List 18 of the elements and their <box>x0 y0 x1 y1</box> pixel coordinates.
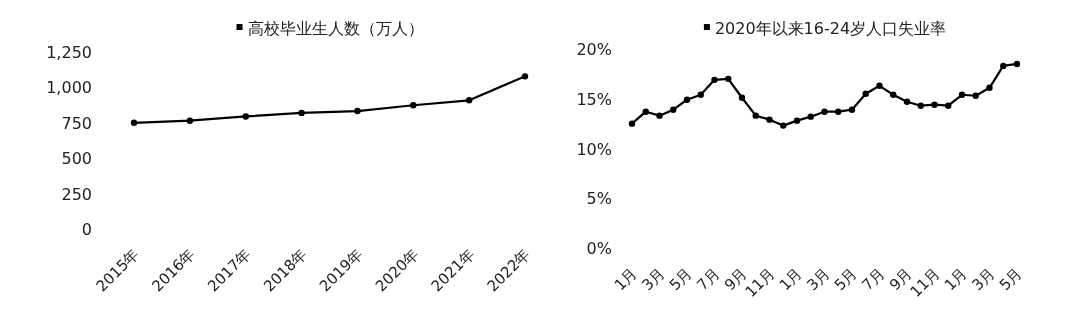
legend-label: 高校毕业生人数（万人） <box>247 19 424 38</box>
y-tick-label: 1,000 <box>46 78 92 98</box>
y-tick-label: 1,250 <box>46 43 92 62</box>
y-tick-label: 20% <box>576 40 612 59</box>
y-tick-label: 0% <box>586 239 612 258</box>
y-tick-label: 250 <box>61 184 92 204</box>
x-tick-label: 1月 <box>940 264 971 295</box>
x-tick-label: 1月 <box>610 264 641 295</box>
y-tick-label: 5% <box>586 189 612 209</box>
y-tick-label: 15% <box>576 89 612 109</box>
x-tick-label: 7月 <box>693 264 724 295</box>
x-tick-label: 1月 <box>775 264 806 295</box>
y-tick-label: 500 <box>61 149 92 169</box>
x-tick-label: 7月 <box>858 264 889 295</box>
y-tick-label: 750 <box>61 113 92 133</box>
y-tick-label: 0 <box>81 220 92 239</box>
y-tick-label: 10% <box>576 139 612 159</box>
legend-label: 2020年以来16-24岁人口失业率 <box>714 19 947 38</box>
